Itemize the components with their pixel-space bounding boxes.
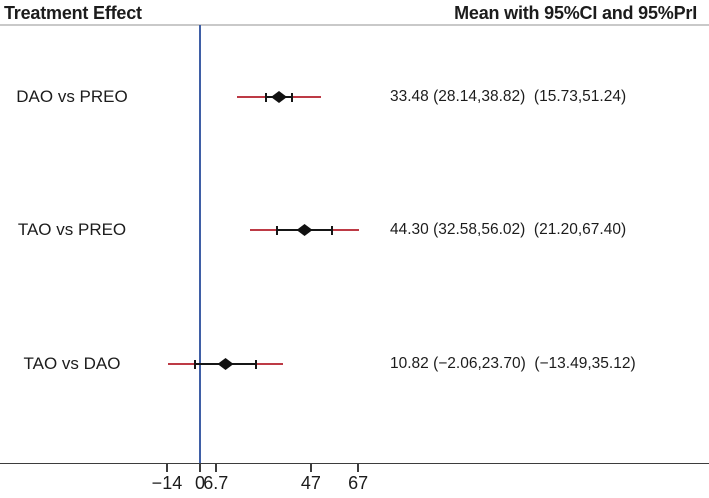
x-axis-tick [310,464,312,472]
x-axis-tick-label: 6.7 [203,473,229,493]
row-stats: 10.82 (−2.06,23.70) (−13.49,35.12) [390,355,636,372]
plot-title: Treatment Effect [4,3,142,23]
row-label: DAO vs PREO [16,87,128,106]
x-axis-tick-label: 0 [194,473,206,493]
mean-diamond-marker [296,224,313,236]
value-column-header: Mean with 95%CI and 95%PrI [454,3,697,23]
row-label: TAO vs PREO [17,220,127,239]
mean-diamond-marker [271,91,287,103]
x-axis-tick [357,464,359,472]
mean-diamond-marker [217,358,234,370]
ci-upper-tick [254,359,257,369]
x-axis-tick [166,464,168,472]
ci-lower-tick [265,92,268,102]
x-axis-tick-label: 67 [348,473,369,493]
ci-lower-tick [194,359,197,369]
x-axis-line [0,462,709,465]
x-axis-tick [215,464,217,472]
zero-reference-line [199,25,201,463]
x-axis-tick [199,464,201,472]
ci-upper-tick [290,92,293,102]
x-axis-tick-label: −14 [151,473,183,493]
row-stats: 44.30 (32.58,56.02) (21.20,67.40) [390,221,627,238]
header-divider-line [0,24,709,26]
ci-upper-tick [331,225,334,235]
ci-lower-tick [275,225,278,235]
x-axis-tick-label: 47 [300,473,321,493]
row-label: TAO vs DAO [23,354,121,373]
row-stats: 33.48 (28.14,38.82) (15.73,51.24) [390,88,627,105]
